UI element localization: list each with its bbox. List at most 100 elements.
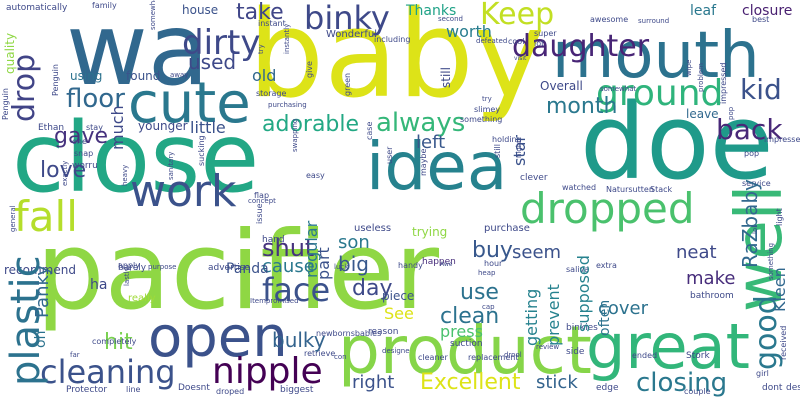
word-pop: pop	[727, 106, 735, 120]
word-second: second	[438, 15, 463, 23]
word-gave: gave	[54, 124, 109, 149]
word-baby: baby	[248, 0, 545, 125]
word-droped: Doesnt	[178, 383, 210, 393]
word-advertise: purpose	[148, 263, 177, 271]
word-one: easy	[306, 171, 325, 180]
word-Protector: biggest	[280, 385, 314, 395]
word-extra: watched	[562, 183, 597, 192]
word-close: close	[12, 102, 260, 214]
word-instant: instant	[258, 19, 286, 28]
word-younger: younger	[138, 119, 188, 133]
word-green: storage	[256, 89, 287, 98]
word-daughter: daughter	[512, 29, 650, 64]
word-using: using	[70, 69, 103, 83]
word-cleaner: replacement	[468, 353, 519, 362]
word-lot: lot	[534, 39, 545, 48]
word-product: product	[338, 312, 592, 389]
word-love: love	[40, 158, 87, 183]
word-press: press	[440, 322, 483, 341]
word-color: line	[126, 385, 141, 394]
word-wa: wa	[66, 0, 210, 108]
word-useless: purchase	[484, 223, 530, 234]
word-designe: issue	[255, 203, 264, 224]
word-heavy: case	[365, 121, 374, 140]
word-biggest: droped	[216, 387, 245, 396]
word-buy: buy	[472, 238, 513, 263]
word-cover: cover	[598, 298, 649, 319]
word-still: still	[439, 67, 453, 88]
word-stick: stick	[536, 372, 578, 393]
word-family: Wonderful	[326, 29, 378, 40]
word-leave: leave	[686, 107, 719, 121]
word-kid: kid	[740, 73, 782, 106]
word-take: take	[236, 0, 284, 25]
word-use: use	[460, 280, 499, 305]
word-Keep: Keep	[480, 0, 555, 32]
word-See: See	[384, 304, 414, 323]
word-girl: binkies	[566, 323, 598, 333]
word-much: much	[108, 105, 127, 150]
word-wipe: wipe	[685, 59, 693, 76]
word-great: great	[586, 310, 750, 383]
word-well: cute	[128, 71, 251, 136]
word-surround: surround	[638, 17, 670, 25]
word-amazing: Awe	[440, 261, 453, 268]
word-general: sucking	[197, 135, 206, 166]
word-saliva: extra	[596, 261, 617, 270]
word-slimey: lol	[751, 225, 759, 234]
word-open: open	[148, 305, 288, 370]
word-awesome: awesome	[590, 15, 629, 24]
word-oh: oh	[33, 330, 49, 348]
word-impressed: impressed	[719, 62, 728, 104]
word-defeated: defeated	[476, 37, 508, 45]
word-anger: review	[536, 343, 560, 351]
word-Natursutten: Stack	[650, 185, 673, 194]
word-storage: completely	[92, 337, 137, 346]
word-nipple: nipple	[212, 351, 323, 392]
word-face: face	[262, 271, 331, 309]
word-barely: advertise	[208, 263, 251, 273]
word-line: cap	[482, 303, 495, 311]
word-often: often	[597, 299, 613, 336]
word-Stack: service	[742, 179, 771, 188]
word-ha: ha	[90, 277, 108, 293]
word-swapping: night	[515, 139, 523, 158]
word-neat: neat	[676, 242, 717, 263]
word-review: heap	[478, 269, 496, 277]
word-leaf: leaf	[690, 3, 717, 19]
word-somewhat: somewhat	[149, 0, 157, 30]
word-right: right	[352, 372, 395, 393]
word-Overall: Overall	[540, 79, 583, 93]
word-Penguin: Penguin	[1, 88, 10, 120]
word-worth: worth	[446, 22, 492, 41]
word-piece: piece	[382, 289, 415, 303]
word-RaZbaby: RaZbaby	[738, 179, 762, 268]
word-cause: cause	[262, 256, 315, 277]
word-night: slimey	[474, 105, 501, 114]
word-apply: barely	[118, 263, 147, 273]
word-prevent: prevent	[544, 284, 563, 346]
word-quality: automatically	[6, 3, 68, 13]
word-Excellent: Excellent	[420, 370, 521, 395]
word-old: old	[252, 66, 277, 85]
word-ended: couple	[684, 387, 711, 396]
word-super: super	[534, 29, 557, 38]
word-exactly: swapping	[291, 118, 299, 152]
word-something: something	[767, 242, 775, 280]
word-case: still	[493, 144, 502, 158]
word-fall: fall	[14, 192, 78, 241]
word-design: ended	[632, 351, 658, 360]
word-little: little	[190, 118, 226, 137]
word-received: light	[775, 208, 784, 226]
word-really: quality	[3, 32, 17, 74]
word-found: found	[126, 69, 161, 83]
word-closure: closure	[742, 3, 793, 19]
word-dropped: dropped	[520, 184, 695, 233]
word-bulky: bulky	[272, 328, 326, 352]
word-happen: bathroom	[690, 291, 734, 301]
word-dirty: dirty	[182, 23, 261, 63]
word-likely: exactly	[61, 160, 69, 186]
word-con: Itempromised	[250, 297, 299, 305]
word-work: work	[130, 166, 237, 217]
word-maybe: something	[460, 115, 503, 124]
